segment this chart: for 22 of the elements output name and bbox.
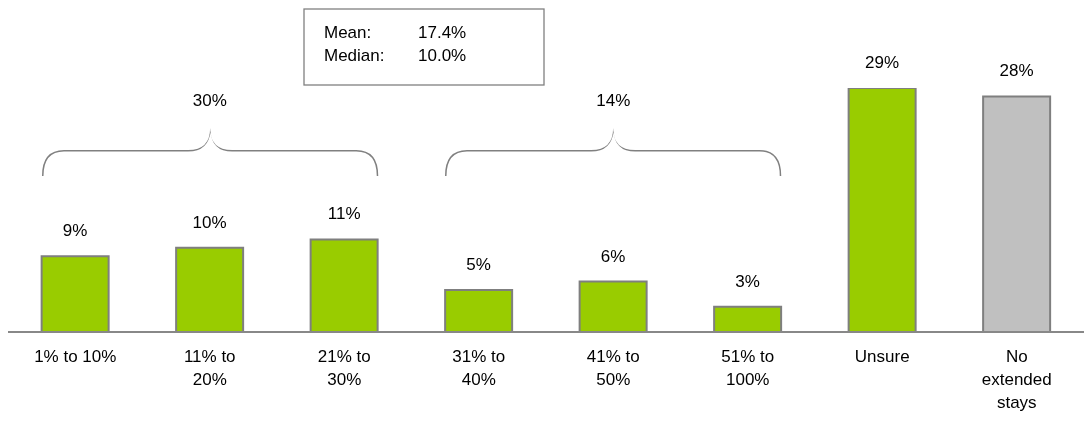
x-tick-label: 31% to 40% [452,347,506,389]
annotation: 30% [192,91,227,110]
data-label: 5% [466,254,491,274]
data-label: 29% [865,53,900,72]
x-tick-label: 21% to 30% [317,347,371,389]
data-label: 3% [735,271,760,291]
x-tick-label: 41% to 50% [586,347,640,389]
x-tick-label: No extended stays [981,347,1052,412]
data-label: 11% [327,204,361,224]
x-tick-label: 1% to 10% [34,347,117,366]
data-label: 9% [62,221,88,241]
data-label: 6% [600,246,626,266]
data-label: 28% [999,61,1034,81]
annotation: 14% [596,91,631,110]
text: 10.0% [418,46,467,65]
x-tick-label: 11% to 20% [183,347,236,389]
x-tick-label: Unsure [854,347,910,366]
x-tick-label: 51% to 100% [721,347,775,389]
text: 17.4% [418,23,467,42]
data-label: 10% [192,212,227,232]
text: Median: [324,46,385,65]
text: Mean: [324,23,372,42]
